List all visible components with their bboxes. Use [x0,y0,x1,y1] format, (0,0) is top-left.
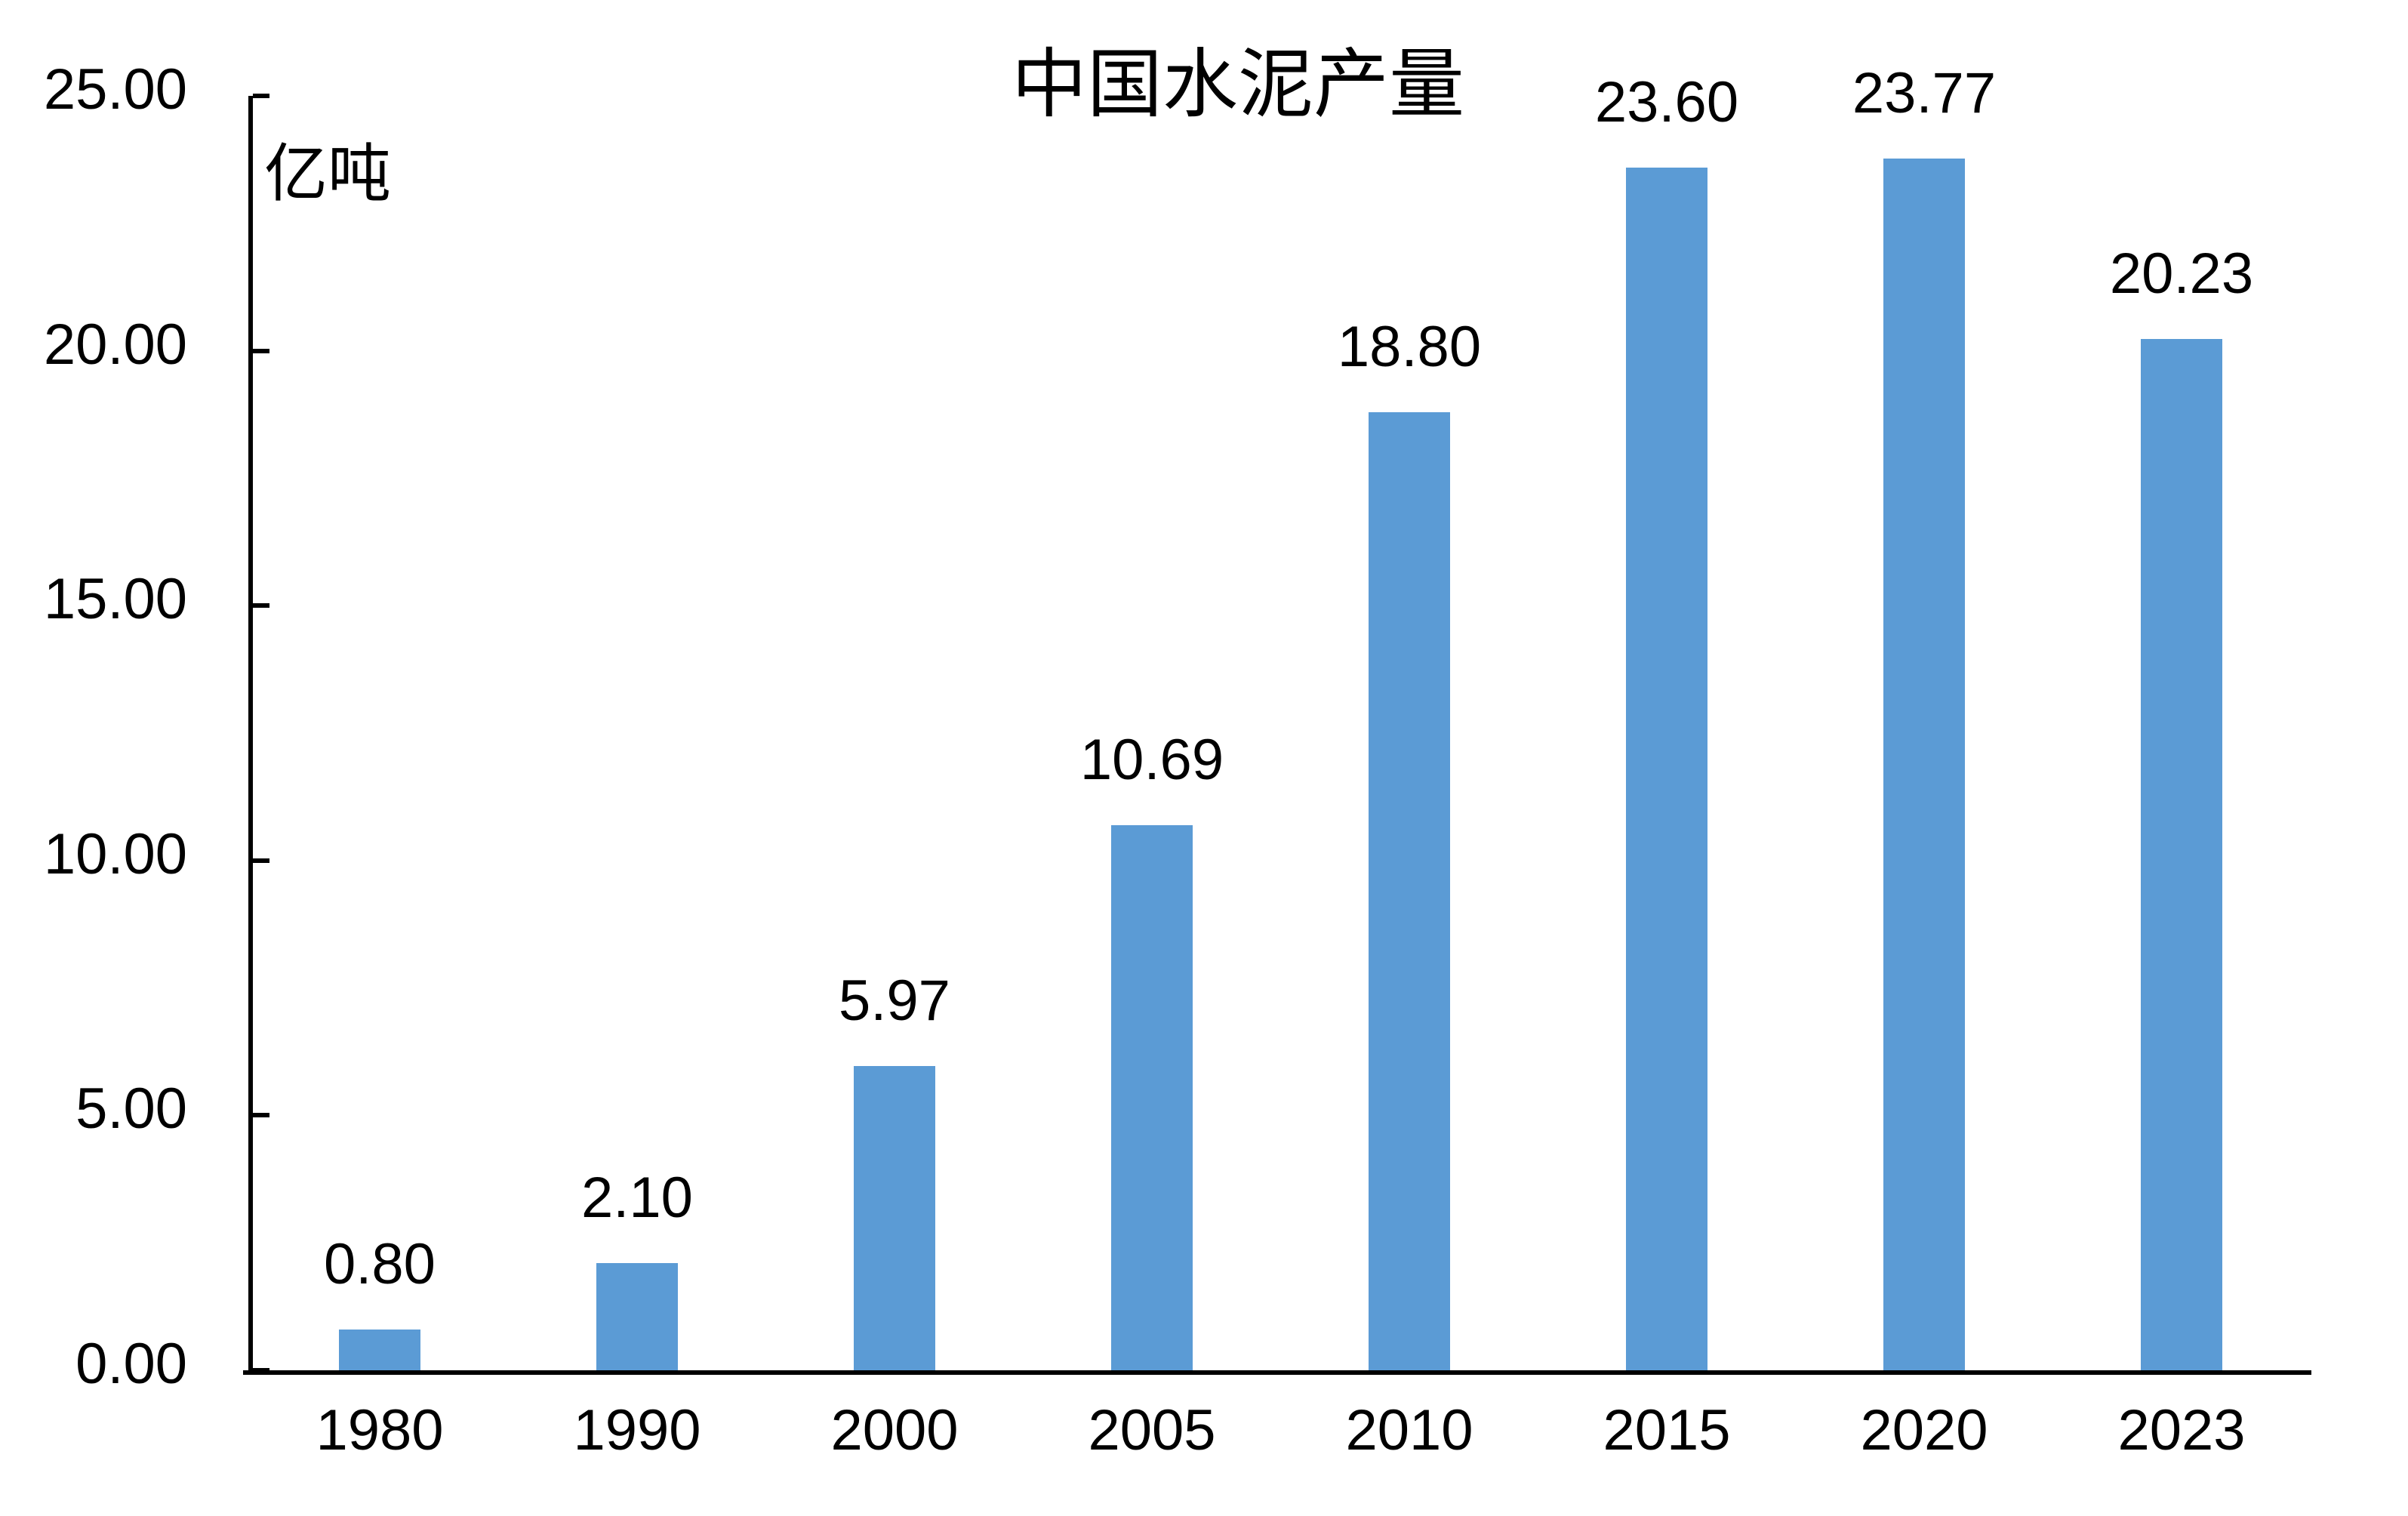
bar-2010 [1369,412,1450,1370]
bar-value-label-2023: 20.23 [2109,242,2254,306]
bar-value-label-2000: 5.97 [839,969,950,1033]
bar-value-label-2015: 23.60 [1594,70,1739,134]
bar-value-label-2005: 10.69 [1079,728,1224,792]
x-axis-tick-label-2020: 2020 [1860,1398,1988,1462]
y-axis-tick-label: 5.00 [75,1077,187,1141]
x-axis-tick-label-2005: 2005 [1088,1398,1216,1462]
y-axis-tick-label: 20.00 [43,313,187,377]
x-axis-tick-label-2000: 2000 [830,1398,959,1462]
x-axis-line [243,1370,2311,1375]
bar-2023 [2141,339,2222,1370]
x-axis-tick-label-2015: 2015 [1603,1398,1731,1462]
bar-value-label-1990: 2.10 [581,1166,693,1230]
y-axis-tick [253,1113,269,1117]
y-axis-tick [253,349,269,353]
y-axis-tick [253,1368,269,1373]
bar-2000 [854,1066,935,1370]
y-axis-tick-label: 15.00 [43,567,187,631]
y-axis-unit-label: 亿吨 [264,140,392,210]
bar-value-label-2020: 23.77 [1852,61,1997,125]
bar-value-label-1980: 0.80 [324,1232,436,1296]
bar-1990 [596,1263,678,1370]
chart-title: 中国水泥产量 [1012,43,1464,127]
y-axis-tick [253,94,269,98]
y-axis-tick [253,858,269,863]
y-axis-tick-label: 10.00 [43,822,187,886]
x-axis-tick-label-1990: 1990 [573,1398,701,1462]
y-axis-line [248,96,253,1375]
bar-2020 [1883,159,1965,1370]
bar-2005 [1111,825,1193,1370]
bar-value-label-2010: 18.80 [1337,315,1482,379]
y-axis-tick [253,603,269,608]
y-axis-tick-label: 0.00 [75,1332,187,1396]
x-axis-tick-label-2023: 2023 [2117,1398,2246,1462]
bar-1980 [339,1330,420,1370]
x-axis-tick-label-1980: 1980 [316,1398,444,1462]
bar-2015 [1626,168,1707,1370]
y-axis-tick-label: 25.00 [43,57,187,122]
x-axis-tick-label-2010: 2010 [1345,1398,1473,1462]
